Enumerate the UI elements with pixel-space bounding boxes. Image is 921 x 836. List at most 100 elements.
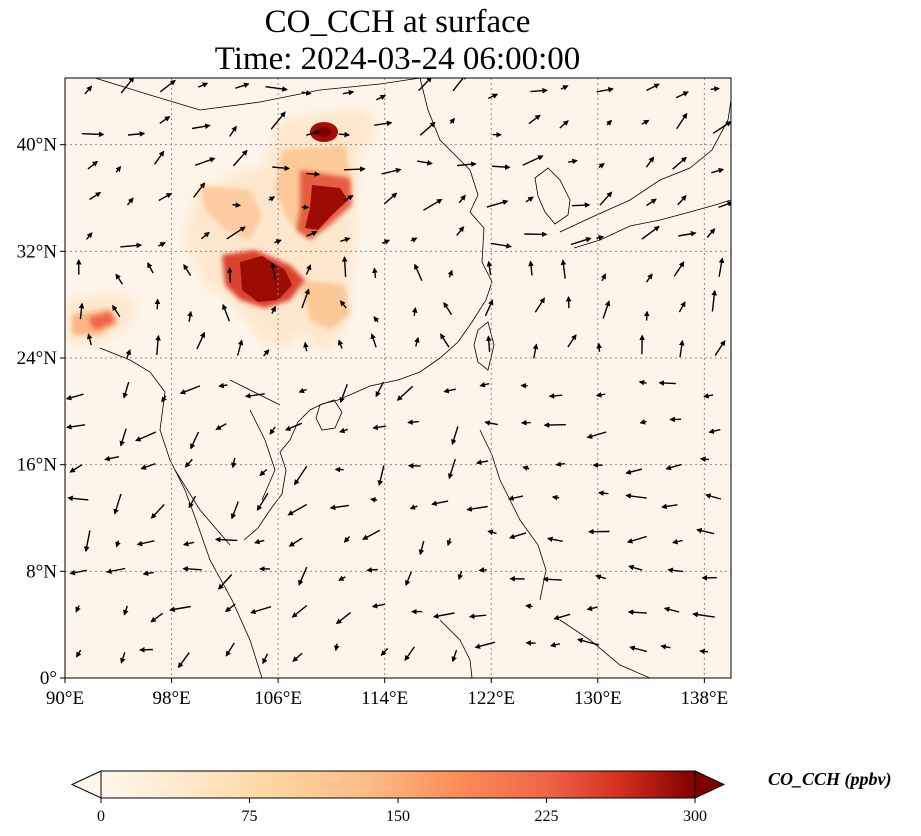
- wind-arrow: [485, 335, 492, 353]
- wind-arrow: [699, 456, 709, 462]
- wind-arrow: [602, 300, 611, 319]
- wind-arrow: [104, 455, 120, 462]
- wind-arrow: [446, 538, 453, 547]
- wind-arrow: [626, 535, 647, 544]
- wind-arrow: [380, 647, 389, 657]
- wind-arrow: [339, 427, 349, 434]
- wind-arrow: [197, 82, 209, 88]
- wind-arrow: [343, 166, 366, 172]
- wind-arrow: [340, 237, 351, 243]
- wind-arrow: [288, 537, 303, 547]
- wind-arrow: [419, 121, 436, 136]
- wind-arrow: [191, 123, 211, 130]
- wind-arrow: [338, 131, 351, 138]
- wind-arrow: [475, 459, 489, 465]
- wind-arrow: [284, 422, 303, 431]
- wind-arrow: [595, 392, 606, 398]
- wind-arrow: [714, 339, 726, 356]
- wind-arrow: [638, 379, 647, 386]
- wind-arrow: [646, 198, 657, 207]
- wind-arrow: [269, 426, 276, 435]
- wind-arrow: [596, 86, 614, 93]
- wind-arrow: [405, 571, 412, 587]
- wind-arrow: [414, 336, 420, 347]
- wind-arrow: [301, 288, 310, 309]
- wind-arrow: [237, 339, 244, 356]
- wind-arrow: [586, 605, 598, 612]
- wind-arrow: [375, 381, 385, 398]
- wind-arrow: [69, 464, 83, 473]
- wind-arrow: [292, 652, 303, 663]
- wind-arrow: [87, 160, 99, 170]
- wind-arrow: [660, 644, 671, 650]
- wind-arrow: [306, 231, 318, 237]
- wind-arrow: [381, 167, 402, 175]
- wind-arrow: [214, 536, 238, 543]
- wind-arrow: [673, 261, 685, 277]
- wind-arrow: [125, 349, 131, 360]
- coastlines: [94, 78, 731, 678]
- wind-arrow: [227, 267, 233, 283]
- wind-arrow: [339, 383, 348, 404]
- wind-arrow: [423, 198, 443, 211]
- wind-arrow: [486, 199, 509, 208]
- wind-arrow: [182, 540, 195, 547]
- wind-arrow: [490, 242, 512, 249]
- wind-arrow: [65, 393, 84, 401]
- wind-arrow: [407, 419, 419, 425]
- wind-arrow: [337, 339, 344, 349]
- wind-arrow: [568, 158, 578, 165]
- lon-tick-label: 98°E: [152, 688, 190, 709]
- wind-arrow: [525, 603, 533, 609]
- wind-arrow: [155, 334, 161, 355]
- wind-arrow: [250, 606, 272, 615]
- wind-arrow: [396, 385, 414, 401]
- wind-arrow: [696, 528, 715, 535]
- wind-arrow: [218, 382, 228, 389]
- wind-arrow: [159, 79, 176, 93]
- colorbar-tick-label: 0: [97, 808, 105, 825]
- wind-arrow: [138, 647, 153, 653]
- wind-arrow: [85, 232, 93, 240]
- wind-arrow: [67, 495, 89, 502]
- lon-tick-label: 106°E: [254, 688, 302, 709]
- wind-arrow: [456, 226, 465, 236]
- wind-arrow: [305, 264, 312, 275]
- wind-arrow: [661, 503, 678, 510]
- wind-arrow: [291, 604, 308, 618]
- wind-arrow: [154, 150, 165, 165]
- wind-arrow: [142, 570, 155, 577]
- wind-arrow: [194, 157, 216, 166]
- wind-arrow: [570, 236, 592, 246]
- wind-arrow: [478, 567, 487, 573]
- wind-arrow: [577, 637, 599, 646]
- wind-arrow: [270, 261, 277, 281]
- wind-arrow: [466, 505, 488, 512]
- wind-arrow: [667, 567, 684, 574]
- wind-arrow: [710, 86, 720, 92]
- wind-arrow: [235, 82, 250, 89]
- colorbar-tick-label: 75: [242, 808, 258, 825]
- wind-arrow: [663, 606, 680, 613]
- wind-arrow: [158, 192, 173, 202]
- wind-arrow: [457, 570, 464, 581]
- wind-arrow: [120, 78, 135, 94]
- wind-arrow: [641, 119, 650, 126]
- wind-arrow: [677, 194, 687, 206]
- wind-arrow: [120, 652, 126, 664]
- wind-arrow: [409, 504, 418, 510]
- wind-arrow: [225, 603, 236, 613]
- wind-arrow: [232, 149, 248, 167]
- wind-arrow: [376, 94, 387, 101]
- wind-arrow: [182, 566, 202, 572]
- wind-arrow: [265, 86, 288, 92]
- wind-arrow: [645, 273, 653, 283]
- wind-arrow: [287, 503, 308, 516]
- lon-tick-label: 122°E: [467, 688, 515, 709]
- wind-arrow: [625, 468, 643, 475]
- lat-tick-label: 32°N: [17, 241, 58, 262]
- wind-arrow: [404, 646, 415, 662]
- wind-arrow: [226, 226, 246, 240]
- wind-arrow: [119, 428, 127, 447]
- wind-arrow: [369, 497, 378, 503]
